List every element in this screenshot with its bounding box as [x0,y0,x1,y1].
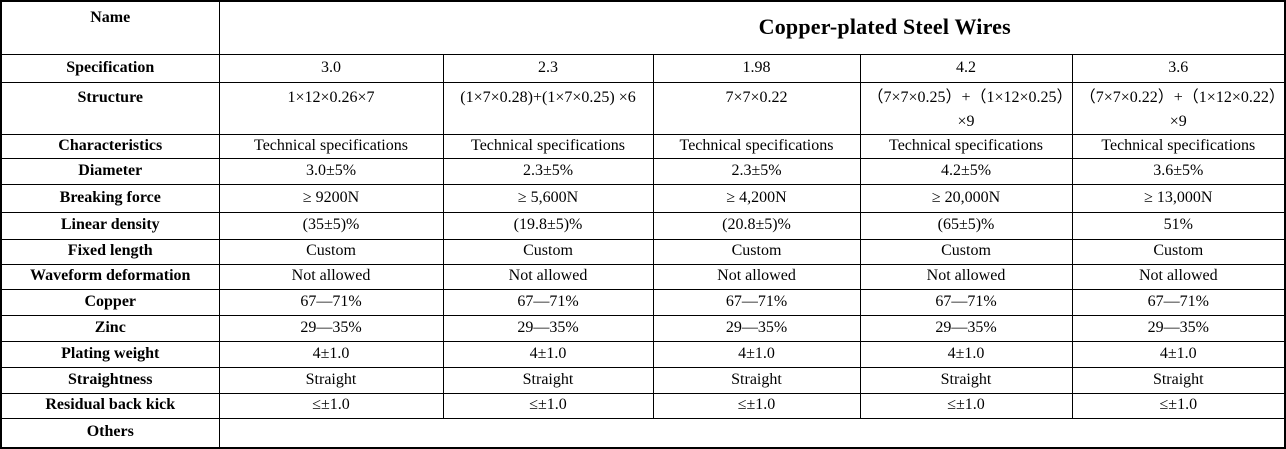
table-cell: Not allowed [859,263,1073,290]
table-cell: Straight [1071,366,1286,394]
table-cell: Technical specifications [652,133,861,159]
table-cell: Technical specifications [442,133,654,159]
table-cell: 29—35% [652,314,861,342]
table-cell: 67—71% [652,288,861,316]
table-cell: 29—35% [859,314,1073,342]
table-cell: Not allowed [218,263,444,290]
table-cell: (1×7×0.28)+(1×7×0.25) ×6 [442,81,654,135]
table-row-residual-back-kick: Residual back kick ≤±1.0 ≤±1.0 ≤±1.0 ≤±1… [0,392,1286,419]
table-cell: 51% [1071,211,1286,240]
table-cell: Technical specifications [218,133,444,159]
row-label-diameter: Diameter [0,157,220,185]
page-title: Copper-plated Steel Wires [218,0,1286,55]
table-cell: Straight [859,366,1073,394]
table-cell: Custom [859,238,1073,265]
table-cell: ≤±1.0 [652,392,861,419]
table-cell: 2.3 [442,53,654,83]
table-cell: Custom [652,238,861,265]
table-cell: 4±1.0 [652,340,861,368]
table-cell: ≥ 4,200N [652,183,861,213]
table-cell: 67—71% [1071,288,1286,316]
table-cell: 29—35% [1071,314,1286,342]
row-label-specification: Specification [0,53,220,83]
table-cell: Not allowed [1071,263,1286,290]
table-row-name: Name Copper-plated Steel Wires [0,0,1286,55]
table-row-plating-weight: Plating weight 4±1.0 4±1.0 4±1.0 4±1.0 4… [0,340,1286,368]
row-label-structure: Structure [0,81,220,135]
table-cell: 4±1.0 [859,340,1073,368]
table-cell: 29—35% [218,314,444,342]
table-cell: （7×7×0.22）+（1×12×0.22）×9 [1071,81,1286,135]
table-cell: ≥ 13,000N [1071,183,1286,213]
table-cell: Custom [442,238,654,265]
table-cell: 1.98 [652,53,861,83]
table-cell: 67—71% [218,288,444,316]
table-cell: 1×12×0.26×7 [218,81,444,135]
table-cell: （7×7×0.25）+（1×12×0.25）×9 [859,81,1073,135]
table-cell: ≤±1.0 [859,392,1073,419]
table-row-zinc: Zinc 29—35% 29—35% 29—35% 29—35% 29—35% [0,314,1286,342]
table-cell: 3.6 [1071,53,1286,83]
row-label-breaking-force: Breaking force [0,183,220,213]
table-cell: ≤±1.0 [218,392,444,419]
table-cell: (35±5)% [218,211,444,240]
table-cell: 29—35% [442,314,654,342]
table-cell: ≤±1.0 [442,392,654,419]
table-cell: 2.3±5% [442,157,654,185]
table-cell: 3.0±5% [218,157,444,185]
others-empty-cell [218,417,1286,449]
table-cell: 4±1.0 [218,340,444,368]
table-cell: 4±1.0 [442,340,654,368]
table-cell: Not allowed [442,263,654,290]
table-cell: 4.2 [859,53,1073,83]
table-cell: Not allowed [652,263,861,290]
table-row-structure: Structure 1×12×0.26×7 (1×7×0.28)+(1×7×0.… [0,81,1286,135]
table-cell: Technical specifications [1071,133,1286,159]
table-cell: ≥ 5,600N [442,183,654,213]
table-cell: 3.0 [218,53,444,83]
table-cell: 2.3±5% [652,157,861,185]
table-cell: Straight [218,366,444,394]
table-row-fixed-length: Fixed length Custom Custom Custom Custom… [0,238,1286,265]
table-cell: Custom [218,238,444,265]
table-cell: ≥ 9200N [218,183,444,213]
table-cell: ≤±1.0 [1071,392,1286,419]
row-label-characteristics: Characteristics [0,133,220,159]
table-cell: (65±5)% [859,211,1073,240]
table-row-breaking-force: Breaking force ≥ 9200N ≥ 5,600N ≥ 4,200N… [0,183,1286,213]
row-label-waveform-deformation: Waveform deformation [0,263,220,290]
row-label-plating-weight: Plating weight [0,340,220,368]
table-row-linear-density: Linear density (35±5)% (19.8±5)% (20.8±5… [0,211,1286,240]
table-row-specification: Specification 3.0 2.3 1.98 4.2 3.6 [0,53,1286,83]
table-cell: 4±1.0 [1071,340,1286,368]
table-cell: Custom [1071,238,1286,265]
row-label-name: Name [0,0,220,55]
table-row-waveform-deformation: Waveform deformation Not allowed Not all… [0,263,1286,290]
table-cell: 4.2±5% [859,157,1073,185]
table-row-others: Others [0,417,1286,449]
row-label-straightness: Straightness [0,366,220,394]
table-row-characteristics: Characteristics Technical specifications… [0,133,1286,159]
table-cell: (20.8±5)% [652,211,861,240]
table-cell: Straight [652,366,861,394]
row-label-zinc: Zinc [0,314,220,342]
table-cell: Straight [442,366,654,394]
table-cell: 67—71% [859,288,1073,316]
table-cell: 7×7×0.22 [652,81,861,135]
row-label-others: Others [0,417,220,449]
row-label-fixed-length: Fixed length [0,238,220,265]
table-cell: 67—71% [442,288,654,316]
row-label-linear-density: Linear density [0,211,220,240]
table-row-diameter: Diameter 3.0±5% 2.3±5% 2.3±5% 4.2±5% 3.6… [0,157,1286,185]
row-label-residual-back-kick: Residual back kick [0,392,220,419]
table-row-copper: Copper 67—71% 67—71% 67—71% 67—71% 67—71… [0,288,1286,316]
table-cell: Technical specifications [859,133,1073,159]
row-label-copper: Copper [0,288,220,316]
table-row-straightness: Straightness Straight Straight Straight … [0,366,1286,394]
table-cell: ≥ 20,000N [859,183,1073,213]
table-cell: (19.8±5)% [442,211,654,240]
table-cell: 3.6±5% [1071,157,1286,185]
